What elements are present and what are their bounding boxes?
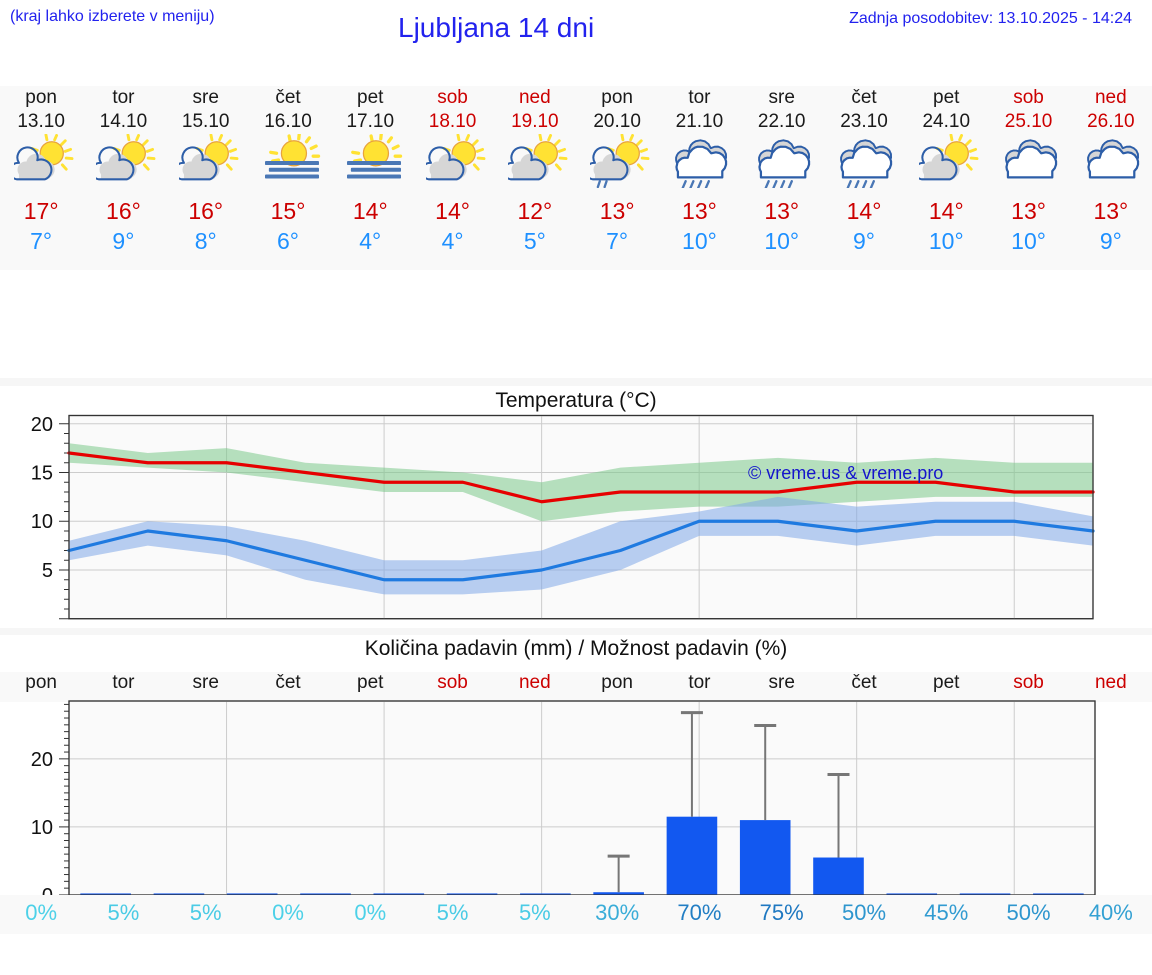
svg-text:20: 20 [31, 749, 53, 771]
svg-text:10: 10 [31, 817, 53, 839]
svg-text:5: 5 [42, 560, 53, 582]
svg-text:10: 10 [31, 511, 53, 533]
svg-text:15: 15 [31, 463, 53, 485]
svg-text:© vreme.us & vreme.pro: © vreme.us & vreme.pro [748, 463, 943, 483]
svg-text:20: 20 [31, 414, 53, 436]
